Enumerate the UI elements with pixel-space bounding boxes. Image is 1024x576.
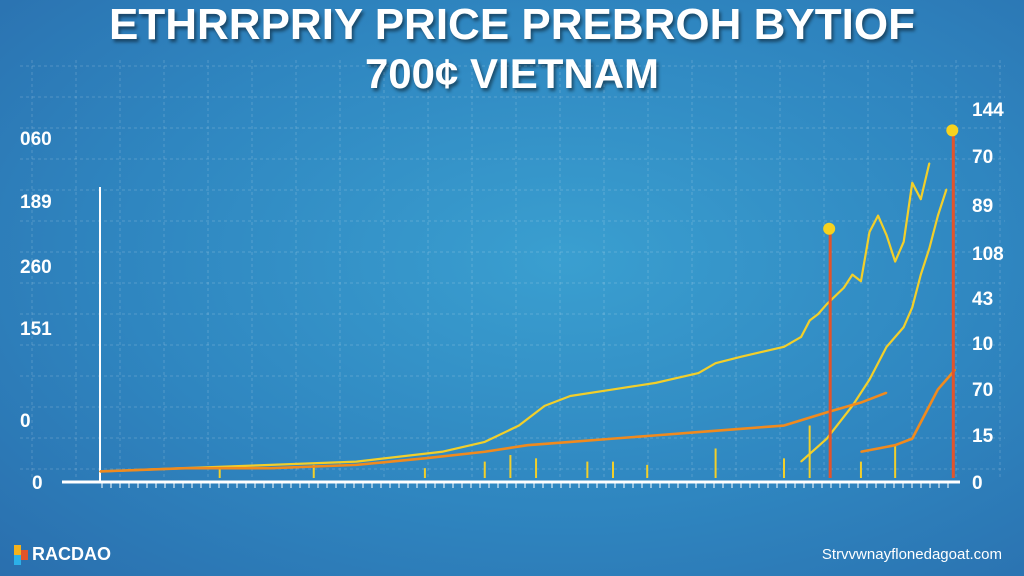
data-point	[714, 362, 717, 365]
left-y-tick-label: 0	[32, 473, 43, 494]
data-point	[808, 319, 811, 322]
chart-title: ETHRRPRIY PRICE PREBROH BYTIOF	[109, 0, 915, 49]
data-point	[937, 388, 939, 391]
data-point	[424, 457, 426, 460]
left-y-tick-label: 151	[20, 319, 52, 340]
right-y-tick-label: 89	[972, 196, 994, 217]
data-point	[911, 437, 914, 440]
data-point	[860, 280, 862, 283]
data-point	[885, 234, 888, 237]
data-point	[902, 241, 905, 243]
data-point	[894, 260, 896, 263]
data-point	[945, 188, 948, 191]
data-point	[184, 467, 187, 469]
website-url: Strvvwnayflonedagoat.com	[821, 546, 1002, 563]
brand-name: RACDAO	[32, 544, 111, 564]
data-point	[851, 273, 854, 276]
series-line-orange-main	[99, 391, 888, 473]
data-point	[937, 214, 939, 217]
data-point	[612, 437, 614, 440]
marker-dot	[946, 124, 959, 137]
right-y-tick-label: 108	[972, 244, 1004, 265]
data-point	[355, 460, 358, 463]
data-point	[355, 464, 358, 466]
marker-dot	[823, 222, 836, 235]
data-point	[877, 214, 879, 217]
logo-icon	[14, 544, 28, 565]
series-line-orange-second	[860, 368, 956, 454]
data-point	[800, 460, 802, 463]
data-point	[928, 247, 931, 250]
data-point	[885, 346, 888, 348]
data-point	[894, 444, 896, 447]
data-point	[860, 401, 862, 404]
data-point	[654, 434, 657, 437]
right-y-tick-label: 144	[972, 100, 1004, 121]
data-point	[654, 382, 657, 384]
data-point	[526, 444, 529, 447]
data-point	[569, 441, 572, 443]
data-point	[928, 162, 931, 164]
data-point	[928, 405, 931, 407]
data-point	[817, 313, 819, 315]
data-point	[740, 428, 743, 430]
data-point	[843, 286, 845, 289]
data-point	[697, 372, 700, 374]
data-point	[920, 198, 922, 200]
data-point	[800, 336, 802, 338]
series-line-yellow-second	[800, 189, 948, 463]
series-line-yellow-main	[99, 162, 931, 473]
data-point	[877, 447, 879, 450]
data-point	[518, 424, 520, 427]
data-point	[740, 355, 743, 358]
data-point	[825, 411, 828, 414]
data-point	[483, 441, 486, 443]
chart-subtitle: 700¢ VIETNAM	[364, 50, 660, 97]
data-point	[483, 450, 486, 453]
right-y-tick-label: 10	[972, 334, 994, 355]
data-point	[860, 450, 862, 453]
data-point	[825, 303, 828, 305]
data-point	[783, 346, 785, 348]
data-point	[569, 395, 572, 397]
left-y-tick-label: 260	[20, 257, 52, 278]
data-point	[885, 391, 888, 394]
left-y-tick-label: 0	[20, 411, 31, 432]
data-point	[543, 405, 546, 407]
data-point	[697, 431, 700, 433]
data-point	[868, 231, 871, 233]
data-point	[612, 388, 614, 391]
data-point	[270, 464, 272, 466]
data-point	[911, 306, 914, 309]
right-y-tick-label: 15	[972, 426, 994, 447]
data-point	[920, 421, 922, 424]
data-point	[868, 378, 871, 381]
right-y-tick-label: 70	[972, 380, 994, 401]
data-point	[825, 437, 828, 440]
data-point	[441, 450, 443, 453]
data-point	[902, 326, 905, 328]
data-point	[911, 182, 914, 184]
right-y-tick-label: 43	[972, 289, 994, 310]
brand-logo: RACDAO	[14, 544, 111, 565]
left-y-tick-label: 060	[20, 129, 52, 150]
right-y-tick-label: 0	[972, 473, 983, 494]
data-point	[920, 273, 922, 276]
data-point	[270, 467, 272, 469]
right-y-tick-label: 70	[972, 147, 994, 168]
data-point	[783, 424, 785, 427]
data-point	[99, 470, 101, 473]
left-y-tick-label: 189	[20, 192, 52, 213]
data-point	[945, 378, 948, 381]
